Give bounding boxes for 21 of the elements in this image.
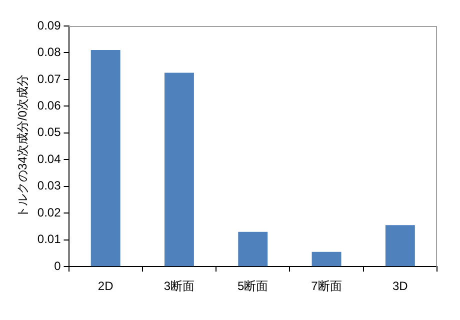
y-tick-label: 0: [54, 258, 62, 273]
y-tick-label: 0.09: [37, 18, 62, 32]
y-tick-label: 0.03: [37, 178, 62, 193]
x-tick-label: 5断面: [238, 279, 268, 294]
y-tick-label: 0.02: [37, 205, 62, 220]
y-tick-label: 0.01: [37, 232, 62, 246]
x-tick-label: 7断面: [311, 279, 342, 294]
y-tick-label: 0.07: [37, 72, 62, 86]
y-tick-label: 0.08: [37, 45, 62, 60]
y-axis-title: トルクの34次成分/0次成分: [16, 74, 30, 218]
x-tick-label: 2D: [98, 279, 114, 294]
bar: [164, 72, 194, 266]
bar: [90, 50, 120, 266]
bar: [312, 252, 342, 266]
y-tick-label: 0.06: [37, 98, 62, 113]
x-tick-label: 3断面: [164, 279, 195, 294]
y-tick-label: 0.05: [37, 125, 62, 140]
y-tick-label: 0.04: [37, 152, 62, 166]
bar: [238, 232, 268, 266]
x-tick-label: 3D: [392, 279, 408, 294]
bar: [385, 225, 415, 266]
